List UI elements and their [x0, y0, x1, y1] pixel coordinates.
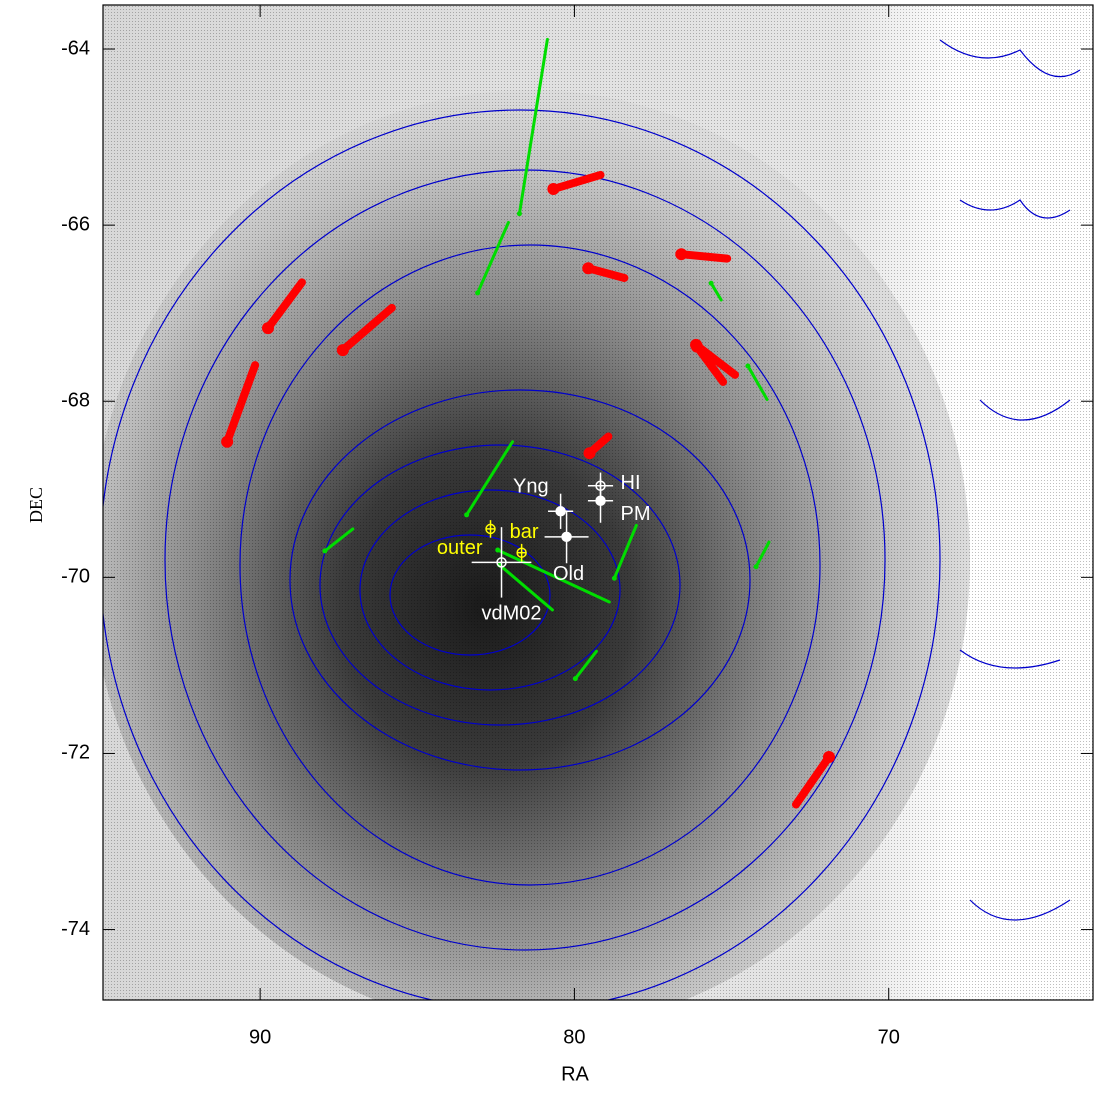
y-tick-label: -68	[61, 390, 90, 412]
vector	[517, 37, 549, 216]
center-point	[485, 523, 496, 535]
vector-origin	[745, 363, 751, 369]
vector-origin	[464, 512, 470, 518]
vector	[498, 563, 554, 612]
center-label: Yng	[513, 476, 549, 498]
vector	[496, 548, 611, 604]
vector-origin	[611, 575, 617, 581]
vector	[693, 342, 728, 386]
vector-origin	[823, 750, 835, 763]
vector-origin	[675, 248, 688, 261]
x-axis-title: RA	[561, 1063, 589, 1085]
vector	[223, 361, 260, 446]
plot-frame	[102, 4, 1094, 1001]
vector	[264, 278, 306, 333]
center-point	[555, 506, 566, 517]
vector	[338, 303, 396, 355]
vector-origin	[691, 340, 703, 353]
vector-origin	[572, 676, 578, 682]
vector	[754, 540, 771, 569]
center-point	[496, 557, 507, 568]
vector-origin	[708, 280, 714, 286]
vector	[746, 364, 769, 401]
vector-origin	[475, 290, 481, 296]
vector	[465, 440, 515, 517]
vector	[323, 527, 355, 553]
center-label: PM	[621, 503, 651, 525]
center-label: vdM02	[481, 603, 541, 625]
vector	[476, 220, 510, 295]
x-tick-label: 80	[563, 1026, 585, 1048]
x-tick-label: 90	[249, 1026, 271, 1048]
vector	[709, 281, 723, 302]
vector	[573, 649, 598, 681]
vector-origin	[262, 322, 274, 335]
density-background	[103, 5, 1093, 1000]
vector-origin	[753, 564, 759, 570]
vector-origin	[547, 183, 560, 196]
contours	[103, 39, 1081, 1000]
x-tick-label: 70	[878, 1026, 900, 1048]
center-label: outer	[437, 537, 483, 559]
vector-origin	[336, 344, 349, 357]
y-tick-label: -64	[61, 37, 90, 59]
y-tick-label: -72	[61, 742, 90, 764]
vector	[792, 752, 833, 809]
center-label: HI	[621, 472, 641, 494]
vector-origin	[322, 548, 328, 554]
vector-origin	[495, 547, 501, 553]
vector-origin	[582, 262, 595, 275]
vector	[612, 523, 638, 580]
vector	[549, 170, 605, 194]
y-tick-label: -70	[61, 566, 90, 588]
center-label: bar	[510, 521, 539, 543]
center-point	[595, 495, 606, 506]
vector-origin	[221, 435, 234, 448]
center-point	[561, 531, 572, 543]
center-point	[516, 547, 527, 558]
y-tick-label: -66	[61, 213, 90, 235]
center-label: Old	[553, 563, 584, 585]
vector-origin	[583, 447, 596, 460]
vector	[584, 264, 629, 282]
y-axis-title: DEC	[26, 487, 46, 523]
y-tick-label: -74	[61, 918, 90, 940]
vector-origin	[516, 211, 522, 217]
vector	[677, 250, 732, 263]
